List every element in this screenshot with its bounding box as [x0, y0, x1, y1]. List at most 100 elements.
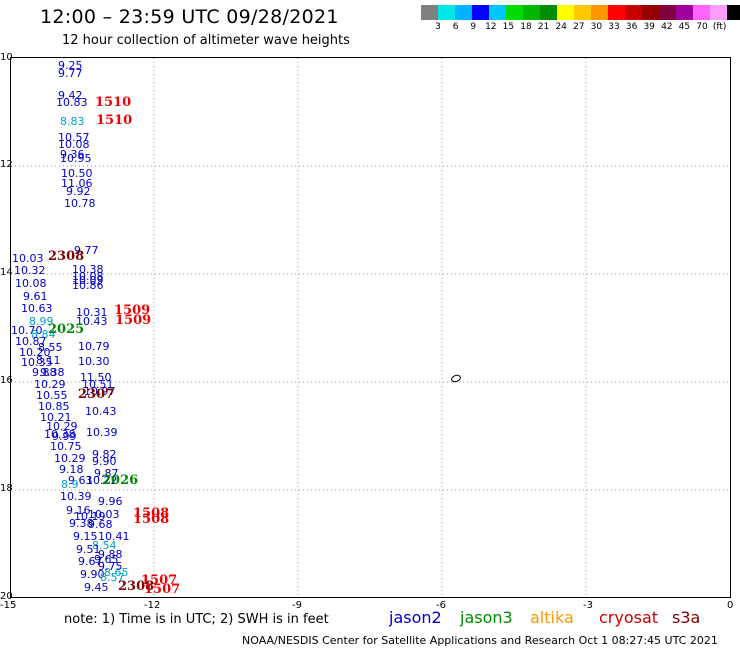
colorbar-swatch	[676, 5, 693, 20]
x-tick-label: 0	[727, 600, 734, 611]
colorbar-label: (ft)	[712, 22, 727, 32]
wave-height-value: 8.65	[104, 566, 129, 579]
colorbar-label: 21	[537, 22, 550, 32]
colorbar-swatch	[489, 5, 506, 20]
wave-height-value: 10.39	[86, 426, 118, 439]
wave-height-value: 9.38	[40, 366, 65, 379]
wave-height-value: 8.57	[100, 571, 125, 584]
wave-height-value: 8.11	[36, 354, 61, 367]
wave-height-value: 10.85	[38, 400, 70, 413]
wave-height-value: 10.43	[76, 315, 108, 328]
colorbar-swatch	[455, 5, 472, 20]
x-tick-label: -3	[583, 600, 593, 611]
wave-height-value: 10.50	[61, 167, 93, 180]
wave-height-value: 10.63	[21, 302, 53, 315]
pass-time-label: 1510	[95, 95, 132, 110]
wave-height-value: 10.86	[72, 279, 104, 292]
colorbar-swatch	[591, 5, 608, 20]
wave-height-value: 9.15	[73, 530, 98, 543]
wave-height-value: 8.54	[92, 539, 117, 552]
wave-height-value: 9.68	[88, 518, 113, 531]
wave-height-value: 10.95	[60, 152, 92, 165]
colorbar-label: 27	[573, 22, 585, 32]
y-tick-label: 16	[0, 375, 13, 386]
pass-time-label: 1507	[141, 573, 178, 588]
wave-height-value: 9.92	[66, 185, 91, 198]
wave-height-value: 10.43	[85, 405, 117, 418]
pass-time-label: 2026	[102, 473, 139, 488]
wave-height-value: 9.77	[74, 244, 99, 257]
wave-height-value: 11.06	[61, 177, 93, 190]
wave-height-value: 10.57	[58, 131, 90, 144]
wave-height-value: 8.9	[61, 478, 79, 491]
x-tick-label: -6	[436, 600, 446, 611]
wave-height-value: 9.18	[59, 463, 84, 476]
wave-height-value: 10.21	[40, 411, 72, 424]
pass-time-label: 2025	[48, 322, 85, 337]
colorbar-label: 36	[625, 22, 638, 32]
pass-time-label: 2307	[78, 387, 115, 402]
colorbar-label: 42	[661, 22, 673, 32]
legend-item-altika: altika	[530, 608, 574, 627]
x-tick-label: -9	[292, 600, 302, 611]
wave-height-value: 10.41	[98, 530, 130, 543]
y-tick-label: 20	[0, 591, 13, 602]
colorbar-label: 30	[590, 22, 603, 32]
colorbar-label: 6	[452, 22, 459, 32]
colorbar-label: 45	[678, 22, 691, 32]
wave-height-value: 9.82	[92, 448, 117, 461]
wave-height-value: 9.90	[80, 568, 105, 581]
wave-height-value: 10.08	[72, 270, 104, 283]
wave-height-value: 10.03	[12, 252, 44, 265]
y-tick-label: 10	[0, 52, 13, 63]
x-tick-label: -12	[144, 600, 161, 611]
page-title: 12:00 – 23:59 UTC 09/28/2021	[40, 6, 339, 28]
wave-height-value: 9.51	[76, 543, 101, 556]
wave-height-value: 10.29	[34, 378, 66, 391]
colorbar-swatch	[727, 5, 740, 20]
x-tick-label: -15	[0, 600, 17, 611]
wave-height-value: 9.38	[69, 517, 94, 530]
wave-height-value: 10.78	[64, 197, 96, 210]
wave-height-value: 10.08	[58, 138, 90, 151]
pass-time-label: 1510	[96, 113, 133, 128]
wave-height-value: 10.51	[82, 378, 114, 391]
wave-height-value: 9.77	[58, 67, 83, 80]
wave-height-value: 8.83	[60, 115, 85, 128]
legend-item-cryosat: cryosat	[599, 608, 659, 627]
colorbar-label: 18	[520, 22, 532, 32]
wave-height-value: 10.87	[15, 335, 47, 348]
pass-time-label: 1508	[133, 506, 170, 521]
wave-height-value: 9.75	[98, 560, 123, 573]
graticule	[11, 58, 730, 597]
wave-height-value: 10.30	[78, 355, 110, 368]
wave-height-value: 10.29	[46, 420, 78, 433]
colorbar-swatch	[608, 5, 625, 20]
colorbar-swatch	[642, 5, 659, 20]
wave-height-value: 9.42	[58, 89, 83, 102]
colorbar-swatch	[659, 5, 676, 20]
colorbar-labels: 3 6 9 12 15 18 21 24 27 30 33 36 39 42 45 70 (ft)	[421, 22, 740, 36]
colorbar-label: 24	[555, 22, 567, 32]
wave-height-value: 8.84	[31, 328, 56, 341]
colorbar-label: 39	[643, 22, 655, 32]
wave-height-value: 10.79	[78, 340, 110, 353]
colorbar-swatch	[421, 5, 438, 20]
y-tick-label: 18	[0, 483, 13, 494]
wave-height-value: 9.61	[23, 290, 48, 303]
pass-time-label: 1507	[144, 582, 181, 597]
wave-height-value: 10.20	[19, 346, 51, 359]
wave-height-value: 10.32	[14, 264, 46, 277]
colorbar-swatch	[693, 5, 710, 20]
colorbar-label: 15	[502, 22, 515, 32]
pass-time-label: 1508	[133, 512, 170, 527]
wave-height-value: 8.99	[29, 315, 54, 328]
wave-height-value: 10.39	[60, 490, 92, 503]
colorbar-swatch	[557, 5, 574, 20]
wave-height-value: 11.50	[80, 371, 112, 384]
wave-height-value: 10.38	[44, 428, 76, 441]
pass-time-label: 2308	[48, 249, 85, 264]
wave-height-value: 9.99	[52, 430, 77, 443]
wave-height-value: 9.67	[78, 555, 103, 568]
wave-height-value: 10.83	[56, 96, 88, 109]
